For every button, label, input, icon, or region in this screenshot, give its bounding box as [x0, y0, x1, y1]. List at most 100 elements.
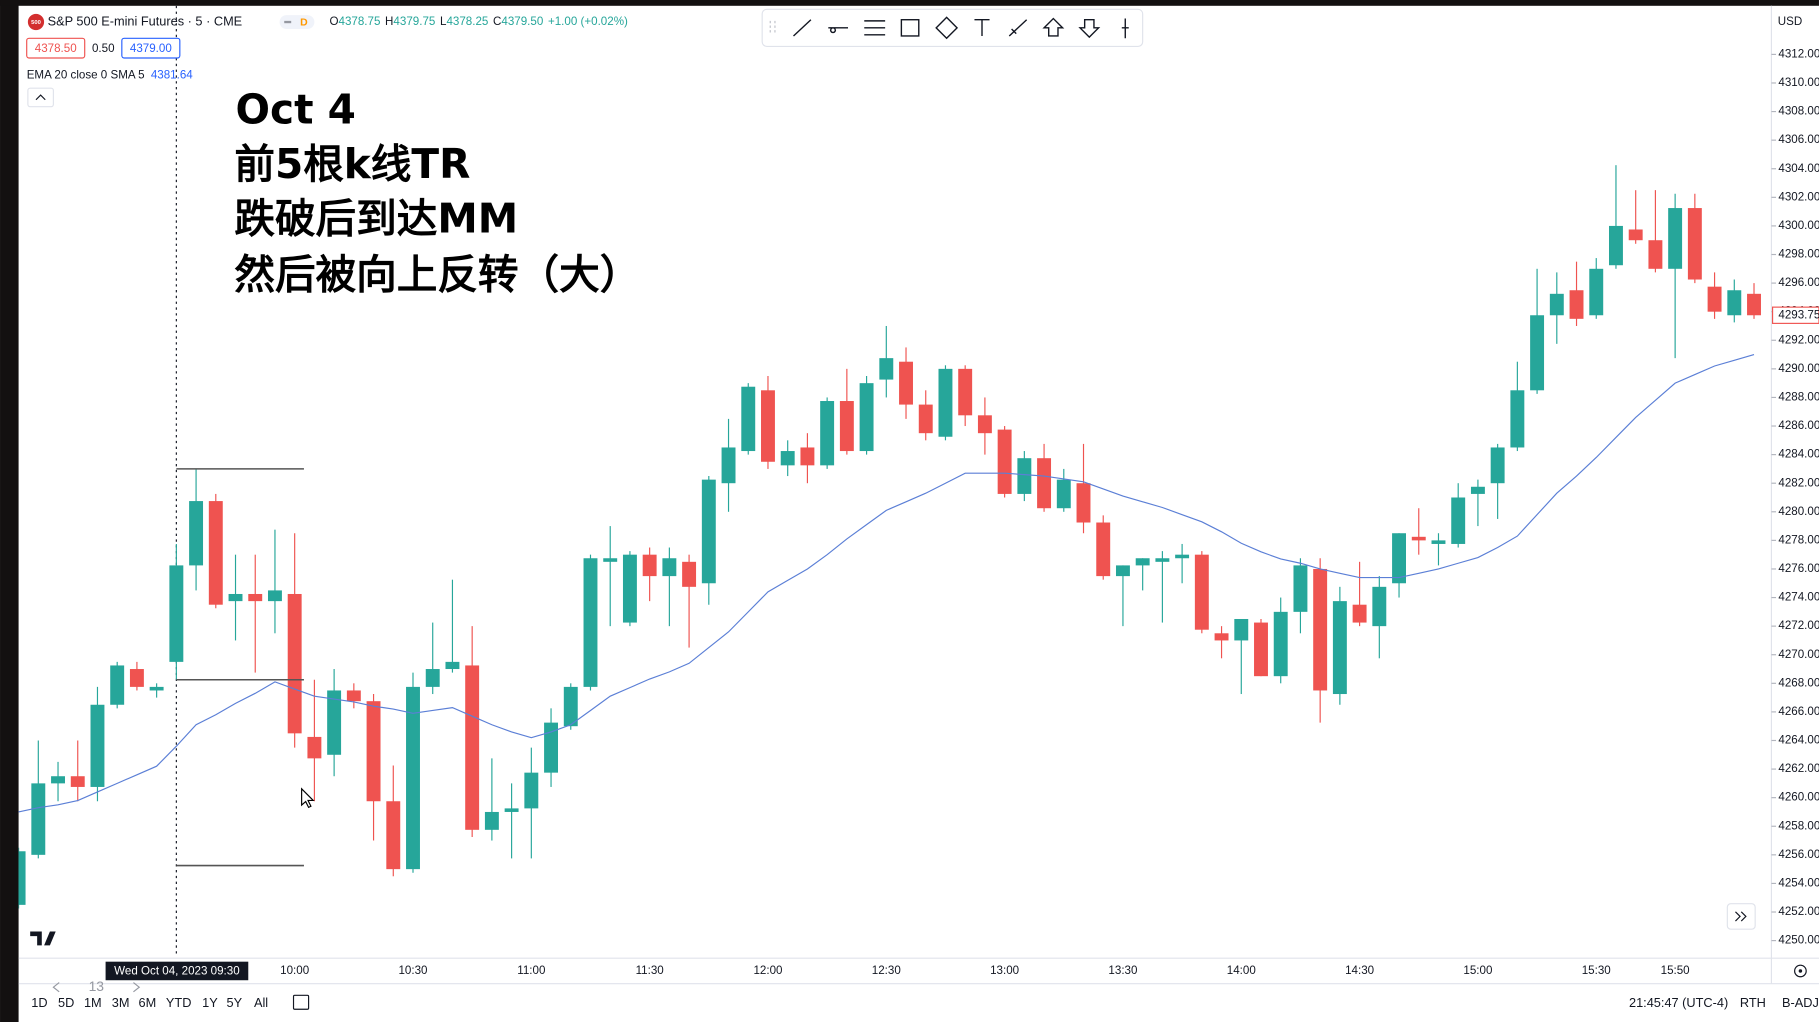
- candle-body: [366, 701, 381, 802]
- arrow-down-tool[interactable]: [1078, 19, 1101, 39]
- candle-body: [820, 401, 835, 466]
- candle-body: [1313, 568, 1328, 691]
- annotation-line: 前5根k线TR: [234, 140, 470, 188]
- y-tick-label: 4272.00: [1778, 619, 1819, 632]
- range-button[interactable]: 5Y: [227, 995, 243, 1010]
- top-border: [0, 0, 1819, 6]
- candle-body: [1747, 293, 1761, 316]
- symbol-logo: [27, 13, 45, 31]
- left-border: [0, 0, 19, 1022]
- ohlc-key: C: [493, 15, 501, 28]
- ohlc-value: 4379.75: [393, 15, 435, 28]
- candle-body: [1372, 586, 1387, 627]
- settings-icon[interactable]: [1794, 964, 1807, 978]
- candle-body: [1589, 268, 1604, 316]
- candle-body: [958, 368, 973, 416]
- currency[interactable]: USD: [1778, 15, 1802, 28]
- x-tick-label: 12:30: [872, 964, 901, 977]
- price-range-tool[interactable]: [1121, 18, 1129, 39]
- fib-tool[interactable]: [864, 20, 886, 36]
- ask-price: 4379.00: [130, 42, 172, 55]
- x-tick-label: 13:00: [990, 964, 1019, 977]
- x-tick-label: 11:00: [517, 964, 545, 977]
- range-button[interactable]: 1D: [31, 995, 47, 1010]
- range-button[interactable]: 1M: [84, 995, 102, 1010]
- y-tick-label: 4302.00: [1778, 190, 1819, 203]
- candle-body: [169, 565, 184, 662]
- candle-body: [1056, 479, 1071, 509]
- y-tick-label: 4262.00: [1778, 762, 1819, 775]
- range-button[interactable]: 6M: [138, 995, 156, 1010]
- toolbar-icons: [769, 16, 1129, 40]
- y-tick-label: 4308.00: [1778, 105, 1819, 118]
- candle-body: [445, 661, 460, 670]
- range-button[interactable]: All: [254, 995, 268, 1010]
- candle-body: [662, 558, 677, 577]
- session-toggle[interactable]: RTH: [1740, 995, 1766, 1010]
- candle-body: [1096, 522, 1111, 577]
- nav-right[interactable]: [133, 982, 141, 993]
- axes: 4250.00 4252.00 4254.00 4256.00 4258.00 4260.…: [105, 47, 1819, 981]
- candle-body: [18, 851, 26, 905]
- y-tick-label: 4258.00: [1778, 819, 1819, 832]
- candle-body: [1707, 286, 1722, 312]
- range-buttons: 1D 5D 1M 3M 6M YTD 1Y 5Y All: [31, 995, 268, 1010]
- x-tick-label: 12:00: [753, 964, 782, 977]
- candle-body: [899, 361, 913, 405]
- candle-body: [1411, 536, 1426, 541]
- nav-left[interactable]: [52, 982, 60, 993]
- zoom-level: 13: [89, 978, 105, 994]
- candle-body: [622, 554, 637, 623]
- range-button[interactable]: 3M: [112, 995, 130, 1010]
- candle-body: [1549, 293, 1564, 316]
- scroll-to-realtime[interactable]: [1726, 903, 1756, 930]
- x-tick-label: 15:30: [1582, 964, 1611, 977]
- candle-body: [642, 554, 657, 577]
- candle-body: [524, 772, 539, 809]
- y-tick-label: 4288.00: [1778, 391, 1819, 404]
- brush-tool[interactable]: [1008, 19, 1028, 37]
- candle-body: [1392, 533, 1406, 584]
- logo-text: 500: [31, 20, 41, 26]
- candle-body: [1332, 601, 1347, 695]
- range-button[interactable]: 5D: [58, 995, 74, 1010]
- trend-line-tool[interactable]: [793, 19, 812, 37]
- ohlc-value: 4379.50: [501, 15, 543, 28]
- y-tick-label: 4266.00: [1778, 705, 1819, 718]
- goto-date-icon[interactable]: [292, 994, 310, 1010]
- rectangle-tool[interactable]: [900, 19, 920, 37]
- collapse-button[interactable]: [27, 87, 54, 108]
- ask-box[interactable]: [121, 37, 181, 59]
- symbol-title[interactable]: S&P 500 E-mini Futures · 5 · CME: [48, 13, 243, 28]
- tradingview-logo[interactable]: [30, 931, 56, 946]
- range-button[interactable]: YTD: [166, 995, 192, 1010]
- candle-body: [51, 776, 65, 784]
- candle-body: [287, 593, 302, 734]
- y-tick-label: 4300.00: [1778, 219, 1819, 232]
- annotation-line: 然后被向上反转（大）: [234, 250, 640, 298]
- toolbar-grip[interactable]: [769, 20, 776, 35]
- horizontal-ray-tool[interactable]: [828, 27, 849, 34]
- candle-body: [1510, 390, 1525, 448]
- ohlc-value: 4378.75: [339, 15, 381, 28]
- arrow-up-tool[interactable]: [1042, 17, 1065, 37]
- adjust-toggle[interactable]: B-ADJ: [1782, 995, 1819, 1010]
- candle-body: [110, 665, 125, 705]
- plot-area: [18, 5, 1761, 958]
- range-button[interactable]: 1Y: [202, 995, 218, 1010]
- candle-body: [386, 801, 401, 870]
- candle-body: [977, 415, 992, 434]
- ohlc-value: 4378.25: [446, 15, 488, 28]
- candle-body: [504, 808, 519, 812]
- path-tool[interactable]: [935, 16, 959, 40]
- text-tool[interactable]: [974, 19, 990, 36]
- bid-box[interactable]: [26, 37, 86, 59]
- candle-body: [307, 736, 322, 759]
- ohlc-readout: O4378.75 H4379.75 L4378.25 C4379.50 +1.00 (+…: [329, 15, 628, 28]
- candle-body: [1668, 208, 1683, 269]
- indicator-legend[interactable]: EMA 20 close 0 SMA 5: [27, 68, 145, 81]
- y-tick-label: 4284.00: [1778, 448, 1819, 461]
- bid-price: 4378.50: [35, 42, 77, 55]
